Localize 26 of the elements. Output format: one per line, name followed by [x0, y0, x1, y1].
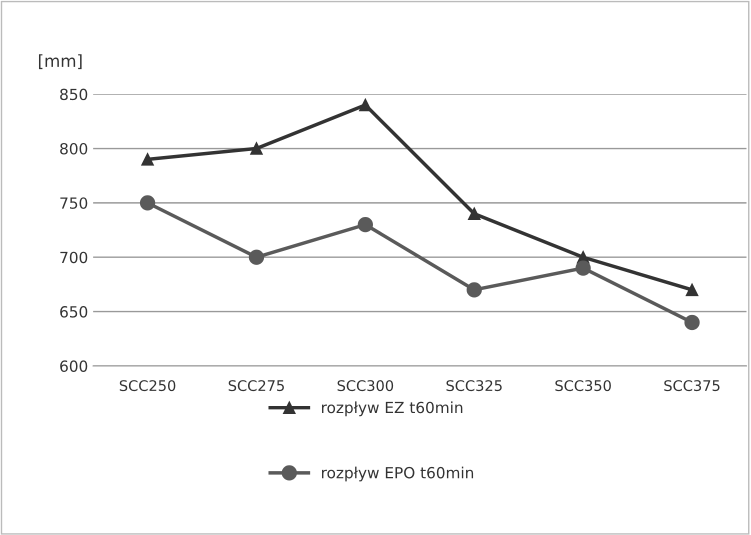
point: [359, 98, 372, 112]
y-tick-label: 850: [60, 88, 88, 100]
point: [141, 153, 154, 166]
point: [576, 260, 591, 276]
point: [684, 314, 700, 330]
y-tick-label: 600: [60, 360, 88, 372]
point: [250, 142, 263, 155]
x-tick-label: SCC300: [338, 380, 394, 392]
point: [686, 284, 698, 296]
y-tick-label: 700: [60, 252, 88, 264]
y-tick-label: 750: [60, 197, 88, 209]
point: [358, 216, 373, 232]
x-tick-label: SCC250: [120, 380, 176, 392]
x-tick-label: SCC375: [664, 380, 720, 392]
y-tick-label: 800: [60, 142, 88, 155]
x-tick-label: SCC350: [555, 380, 611, 392]
y-tick-label: 650: [60, 306, 88, 318]
legend-label: rozpływ EZ t60min: [322, 401, 462, 416]
point: [466, 282, 482, 298]
point: [468, 207, 481, 220]
y-axis-title: [mm]: [38, 54, 82, 70]
point: [248, 250, 264, 265]
legend-label: rozpływ EPO t60min: [322, 466, 474, 482]
x-tick-label: SCC325: [446, 380, 502, 392]
point: [140, 195, 156, 211]
x-tick-label: SCC275: [228, 380, 284, 392]
